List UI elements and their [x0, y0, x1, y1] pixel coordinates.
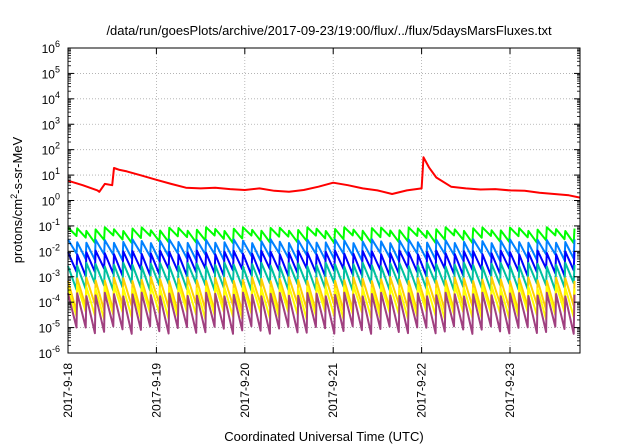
- y-tick-label-base: 10: [42, 195, 56, 209]
- y-tick-label-base: 10: [39, 220, 53, 234]
- y-tick-label-base: 10: [42, 93, 56, 107]
- y-tick-label-exp: 0: [55, 192, 60, 202]
- y-tick-label-base: 10: [42, 42, 56, 56]
- series-line: [67, 156, 581, 199]
- y-tick-label-exp: -1: [52, 217, 60, 227]
- x-tick-label: 2017-9-20: [238, 363, 252, 418]
- y-tick-label: 10-4: [39, 293, 60, 310]
- y-tick-label-base: 10: [39, 347, 53, 361]
- x-tick-label: 2017-9-23: [503, 363, 517, 418]
- series-line: [67, 226, 576, 244]
- y-tick-label: 10-2: [39, 242, 60, 259]
- y-tick-label: 102: [42, 141, 60, 158]
- y-tick-label-base: 10: [42, 144, 56, 158]
- x-axis-label: Coordinated Universal Time (UTC): [224, 429, 423, 444]
- y-tick-label-base: 10: [39, 296, 53, 310]
- y-tick-label: 103: [42, 115, 60, 132]
- chart-title: /data/run/goesPlots/archive/2017-09-23/1…: [106, 23, 552, 38]
- y-tick-label-exp: 6: [55, 39, 60, 49]
- y-tick-label: 10-3: [39, 268, 60, 285]
- y-tick-label-exp: -2: [52, 242, 60, 252]
- y-axis-label-rest: -s-sr-MeV: [10, 136, 25, 193]
- y-tick-label: 101: [42, 166, 60, 183]
- y-tick-label: 10-1: [39, 217, 60, 234]
- y-tick-label-exp: -4: [52, 293, 60, 303]
- y-tick-label: 104: [42, 90, 60, 107]
- ticks-group: 10-610-510-410-310-210-11001011021031041…: [39, 39, 580, 418]
- y-tick-label: 10-6: [39, 344, 60, 361]
- y-tick-label: 10-5: [39, 319, 60, 336]
- y-tick-label: 100: [42, 192, 60, 209]
- y-tick-label-base: 10: [42, 169, 56, 183]
- y-axis-label-sup: 2: [9, 194, 19, 199]
- x-tick-label: 2017-9-22: [415, 363, 429, 418]
- y-axis-label-base: protons/cm: [10, 199, 25, 263]
- series-group: [67, 156, 581, 335]
- y-tick-label-exp: 3: [55, 115, 60, 125]
- y-tick-label-exp: -3: [52, 268, 60, 278]
- y-tick-label-exp: 2: [55, 141, 60, 151]
- y-axis-label: protons/cm2-s-sr-MeV: [9, 136, 25, 263]
- y-tick-label-base: 10: [42, 67, 56, 81]
- series-line: [67, 291, 576, 335]
- y-tick-label-exp: 4: [55, 90, 60, 100]
- x-tick-label: 2017-9-19: [149, 363, 163, 418]
- x-tick-label: 2017-9-18: [61, 363, 75, 418]
- y-tick-label-base: 10: [39, 322, 53, 336]
- y-tick-label-exp: -6: [52, 344, 60, 354]
- x-tick-label: 2017-9-21: [326, 363, 340, 418]
- y-tick-label-exp: 5: [55, 64, 60, 74]
- y-tick-label-base: 10: [39, 271, 53, 285]
- y-tick-label: 106: [42, 39, 60, 56]
- y-tick-label-exp: -5: [52, 319, 60, 329]
- y-tick-label-base: 10: [39, 245, 53, 259]
- y-tick-label-exp: 1: [55, 166, 60, 176]
- y-tick-label-base: 10: [42, 118, 56, 132]
- y-tick-label: 105: [42, 64, 60, 81]
